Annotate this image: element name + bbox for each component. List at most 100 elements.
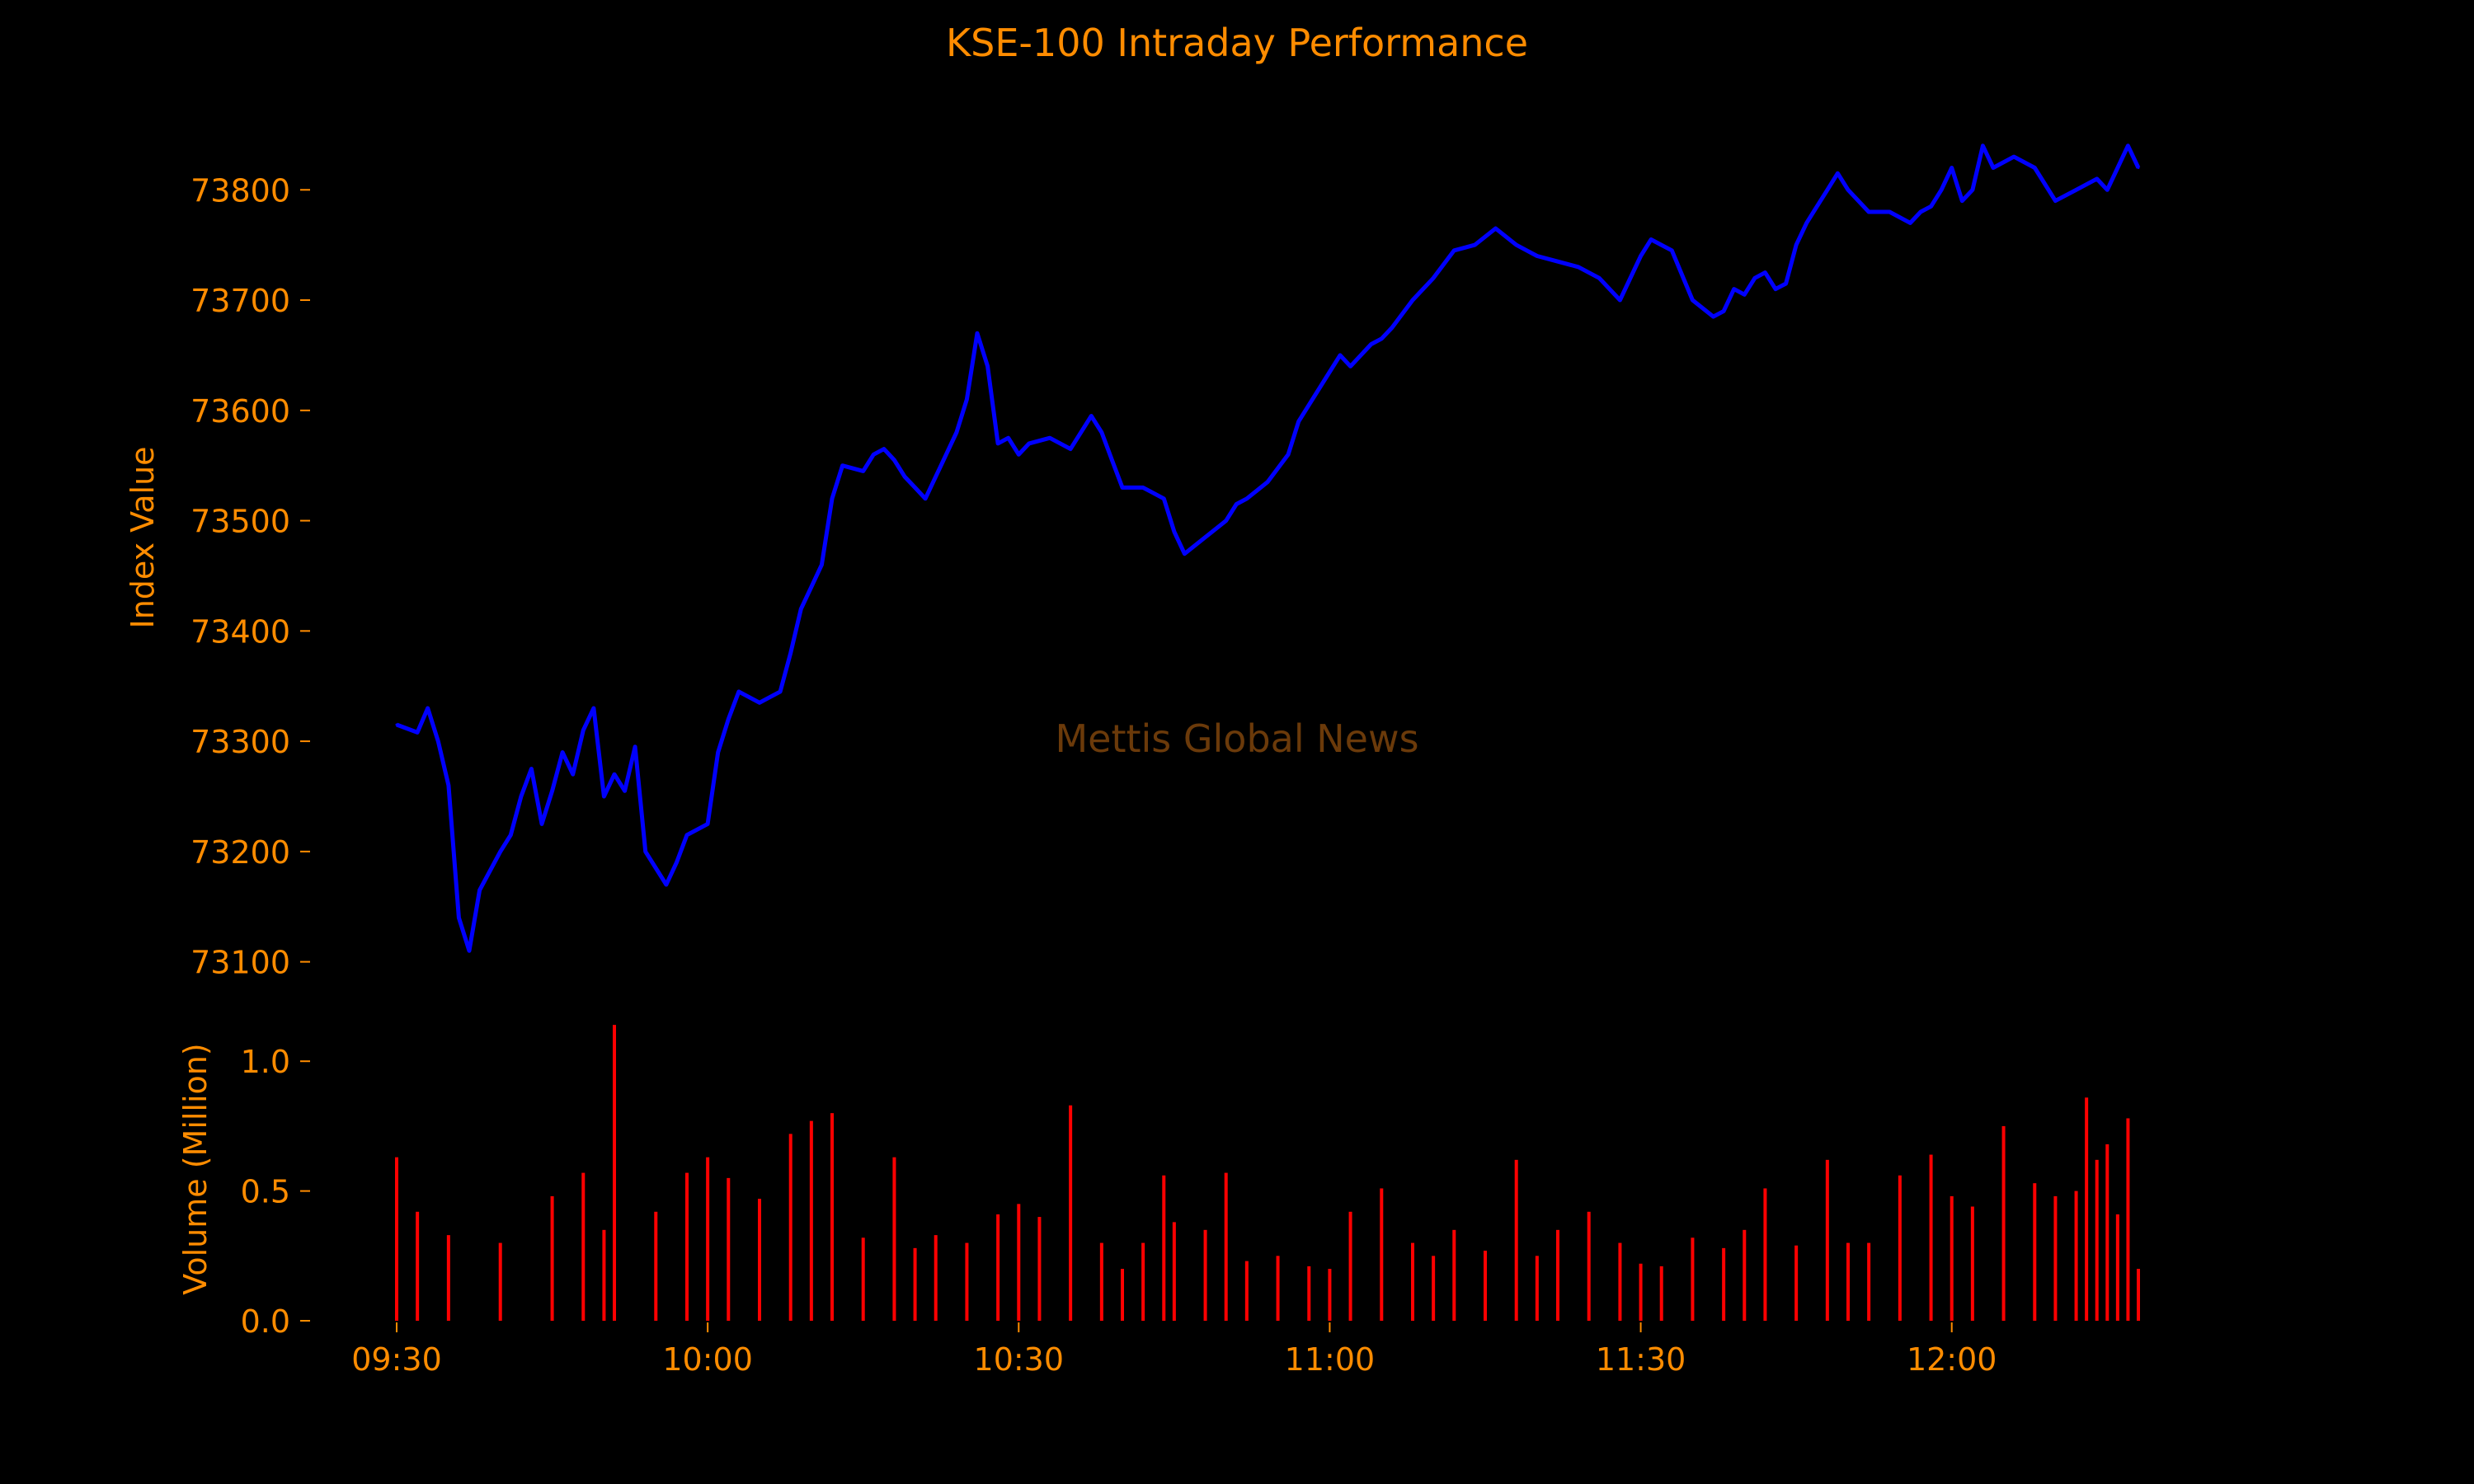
index-point xyxy=(1380,337,1383,340)
index-point xyxy=(1930,204,1933,208)
index-point xyxy=(2012,155,2015,158)
volume-bar xyxy=(892,1157,896,1321)
index-point xyxy=(395,723,398,726)
index-point xyxy=(1753,276,1757,279)
volume-bar xyxy=(727,1177,731,1321)
index-point xyxy=(1597,276,1601,279)
index-point xyxy=(1815,204,1818,208)
watermark-text: Mettis Global News xyxy=(1055,716,1418,761)
index-point xyxy=(1328,370,1331,373)
volume-bar xyxy=(830,1113,834,1321)
volume-bar xyxy=(395,1157,398,1321)
index-point xyxy=(2095,177,2099,181)
volume-bar xyxy=(1224,1172,1228,1321)
index-point xyxy=(1307,403,1310,406)
volume-bar xyxy=(1037,1217,1042,1321)
index-point xyxy=(1971,188,1974,191)
volume-bar xyxy=(1348,1211,1352,1321)
index-point xyxy=(1235,502,1238,505)
index-point xyxy=(986,364,990,368)
index-point xyxy=(799,608,802,611)
index-point xyxy=(520,795,523,798)
index-point xyxy=(1908,221,1912,224)
index-y-tick-label: 73800 xyxy=(190,172,290,209)
volume-bar xyxy=(1162,1175,1166,1321)
volume-bar xyxy=(1244,1261,1249,1321)
index-point xyxy=(2105,188,2109,191)
volume-bar xyxy=(2105,1144,2109,1321)
index-point xyxy=(769,696,772,699)
index-point xyxy=(1712,315,1715,318)
volume-bar xyxy=(1307,1266,1311,1321)
index-point xyxy=(1338,354,1342,357)
volume-bar xyxy=(1172,1222,1176,1321)
index-point xyxy=(892,458,896,462)
index-y-tick-label: 73600 xyxy=(190,393,290,430)
volume-bar xyxy=(1069,1105,1073,1321)
volume-bar xyxy=(1867,1242,1871,1321)
index-point xyxy=(1359,354,1362,357)
index-point xyxy=(1162,497,1165,500)
x-tick-label: 09:30 xyxy=(351,1341,442,1378)
volume-bar xyxy=(1017,1204,1021,1321)
index-point xyxy=(758,701,761,704)
index-point xyxy=(457,916,460,919)
index-point xyxy=(1370,343,1373,346)
index-point xyxy=(1691,298,1694,302)
index-point xyxy=(976,331,979,335)
x-tick-label: 12:00 xyxy=(1907,1341,1997,1378)
volume-bar xyxy=(706,1157,710,1321)
index-point xyxy=(623,789,627,792)
index-point xyxy=(1473,243,1476,247)
volume-bar xyxy=(1722,1247,1726,1321)
index-point xyxy=(1805,221,1808,224)
index-point xyxy=(1110,458,1113,462)
volume-y-tick-label: 0.5 xyxy=(241,1174,290,1210)
index-point xyxy=(2137,167,2140,170)
volume-bar xyxy=(498,1242,502,1321)
volume-bar xyxy=(613,1025,616,1321)
index-point xyxy=(1556,260,1559,263)
time-x-ticks: 09:30 10:00 10:30 11:00 11:30 12:00 xyxy=(351,1322,1997,1378)
volume-bar xyxy=(1141,1242,1145,1321)
index-point xyxy=(1722,309,1725,312)
index-point xyxy=(1494,227,1498,230)
volume-bar xyxy=(965,1242,969,1321)
volume-bar xyxy=(2074,1190,2078,1321)
index-point xyxy=(551,789,554,792)
index-point xyxy=(810,585,813,589)
index-point xyxy=(613,773,616,776)
index-point xyxy=(1390,326,1394,329)
volume-bar xyxy=(1203,1229,1207,1321)
index-point xyxy=(1411,298,1414,302)
index-point xyxy=(633,745,637,749)
index-point xyxy=(1960,200,1964,203)
volume-y-ticks: 0.0 0.5 1.0 xyxy=(241,1044,310,1340)
index-point xyxy=(602,795,605,798)
index-point xyxy=(529,768,533,771)
x-tick-label: 11:30 xyxy=(1596,1341,1686,1378)
volume-bar xyxy=(1691,1237,1695,1321)
volume-bar xyxy=(2126,1118,2130,1321)
index-point xyxy=(1048,436,1051,439)
volume-bar xyxy=(1556,1229,1559,1321)
volume-bar xyxy=(2095,1159,2099,1321)
index-point xyxy=(924,497,927,500)
index-point xyxy=(1940,188,1943,191)
index-point xyxy=(1981,144,1984,148)
volume-bar xyxy=(1659,1266,1663,1321)
index-point xyxy=(965,397,968,401)
index-point xyxy=(1846,188,1850,191)
index-point xyxy=(426,707,430,710)
index-point xyxy=(1763,271,1766,275)
index-y-tick-label: 73500 xyxy=(190,504,290,540)
volume-bar xyxy=(861,1237,865,1321)
volume-bar xyxy=(788,1134,793,1321)
index-point xyxy=(581,729,585,732)
volume-bar xyxy=(1411,1242,1414,1321)
index-point xyxy=(1452,249,1456,252)
index-y-tick-label: 73700 xyxy=(190,283,290,319)
volume-bar xyxy=(685,1172,689,1321)
index-y-tick-label: 73300 xyxy=(190,724,290,760)
index-point xyxy=(1204,536,1207,539)
